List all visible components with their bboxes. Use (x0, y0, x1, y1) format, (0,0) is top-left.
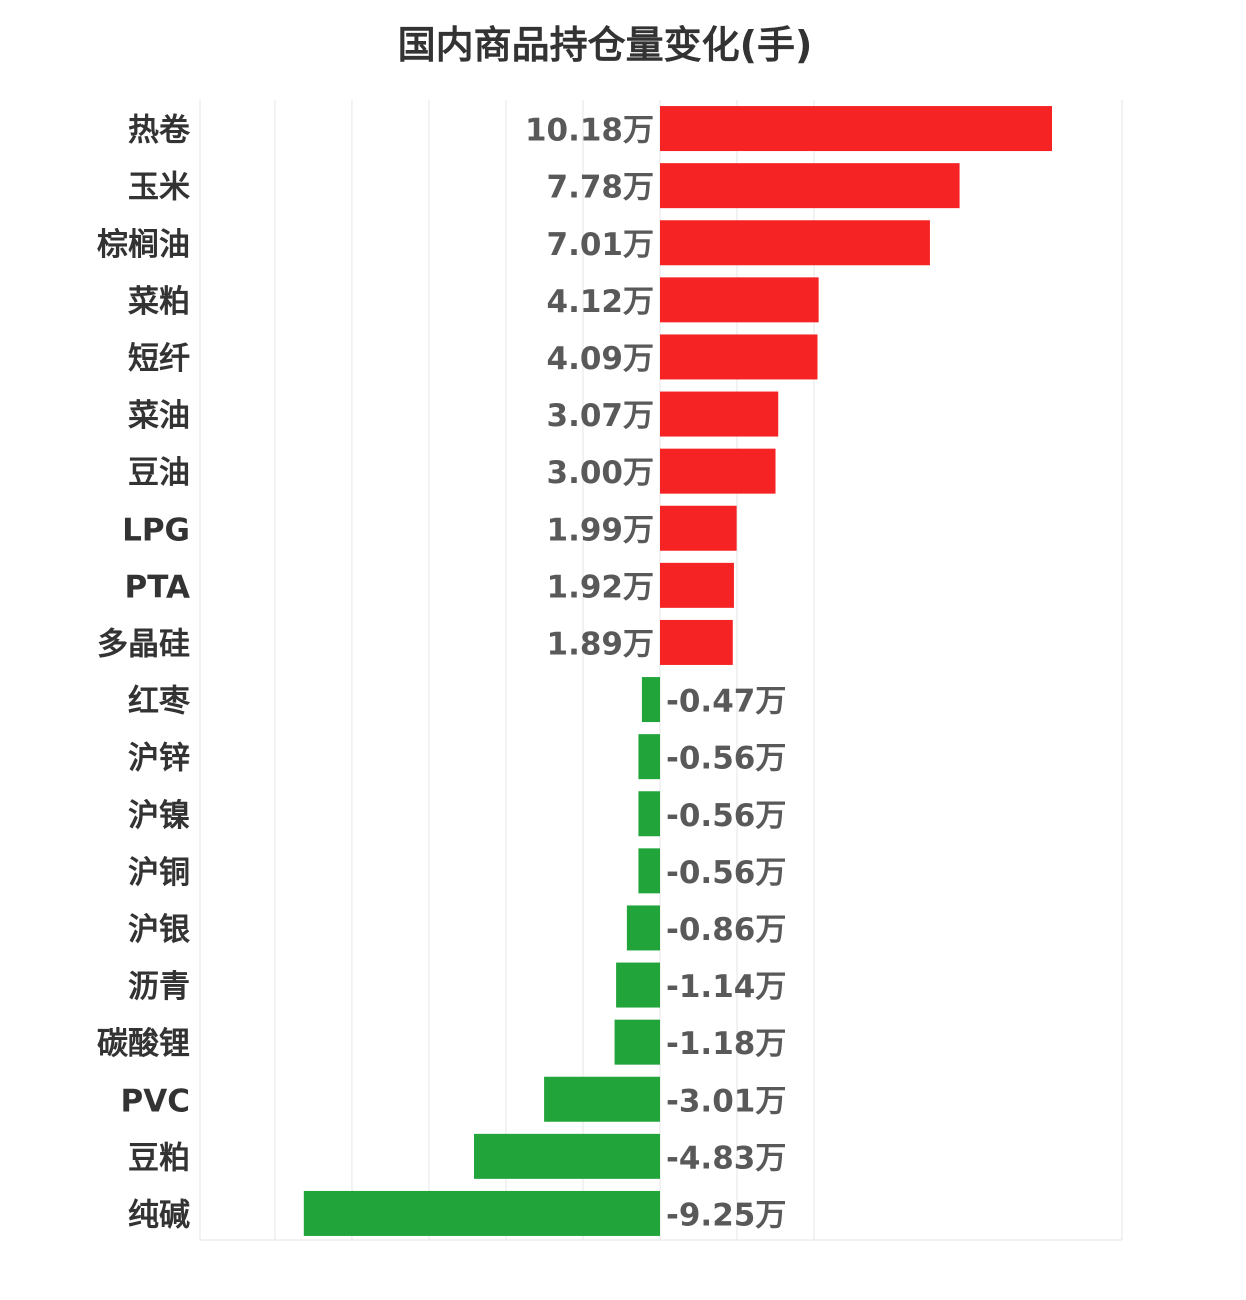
bar (544, 1076, 660, 1122)
data-label: 7.78万 (547, 170, 655, 206)
data-label: 3.07万 (547, 398, 655, 434)
category-label: 红枣 (128, 684, 191, 720)
data-label: 7.01万 (547, 227, 655, 263)
category-label: 沪镍 (128, 798, 190, 834)
category-label: 沥青 (128, 969, 190, 1005)
bar (660, 163, 960, 209)
data-label: -0.47万 (666, 684, 786, 720)
category-label: 沪银 (128, 912, 190, 948)
bar (638, 791, 660, 837)
data-label: 4.09万 (547, 341, 655, 377)
bar (303, 1190, 660, 1236)
data-label: -1.18万 (666, 1026, 786, 1062)
category-label: 沪锌 (128, 741, 190, 777)
bar (638, 848, 660, 894)
data-label: -1.14万 (666, 969, 786, 1005)
bar (660, 220, 930, 266)
bar (660, 277, 819, 323)
category-label: 多晶硅 (97, 626, 190, 662)
bar (660, 106, 1052, 152)
data-label: 1.92万 (547, 569, 655, 605)
bar (626, 905, 660, 951)
data-label: -0.86万 (666, 912, 786, 948)
bar (614, 1019, 660, 1065)
data-label: 1.99万 (547, 512, 655, 548)
category-label: PVC (121, 1083, 190, 1119)
bar (660, 391, 779, 437)
category-label: 玉米 (128, 170, 190, 206)
data-label: -9.25万 (666, 1197, 786, 1233)
bar (638, 734, 660, 780)
category-label: PTA (125, 569, 190, 605)
bar (660, 619, 733, 665)
category-label: 豆粕 (128, 1140, 190, 1176)
category-label: 棕榈油 (97, 227, 190, 263)
category-label: LPG (122, 512, 190, 548)
bar (660, 334, 818, 380)
bar (474, 1133, 660, 1179)
data-label: -0.56万 (666, 741, 786, 777)
data-label: 3.00万 (547, 455, 655, 491)
category-label: 纯碱 (128, 1197, 190, 1233)
data-label: -4.83万 (666, 1140, 786, 1176)
data-label: -0.56万 (666, 855, 786, 891)
data-label: 1.89万 (547, 626, 655, 662)
bar (616, 962, 660, 1008)
category-label: 菜油 (128, 398, 190, 434)
category-label: 碳酸锂 (97, 1026, 190, 1062)
data-label: 10.18万 (525, 113, 654, 149)
chart-title: 国内商品持仓量变化(手) (397, 23, 813, 67)
bar (641, 677, 660, 723)
data-label: -3.01万 (666, 1083, 786, 1119)
data-label: 4.12万 (547, 284, 655, 320)
category-label: 热卷 (128, 113, 191, 149)
data-label: -0.56万 (666, 798, 786, 834)
category-label: 短纤 (128, 341, 190, 377)
category-label: 菜粕 (128, 284, 190, 320)
category-label: 豆油 (128, 455, 190, 491)
bar (660, 448, 776, 494)
bar (660, 505, 737, 551)
bar (660, 562, 734, 608)
category-label: 沪铜 (128, 855, 190, 891)
